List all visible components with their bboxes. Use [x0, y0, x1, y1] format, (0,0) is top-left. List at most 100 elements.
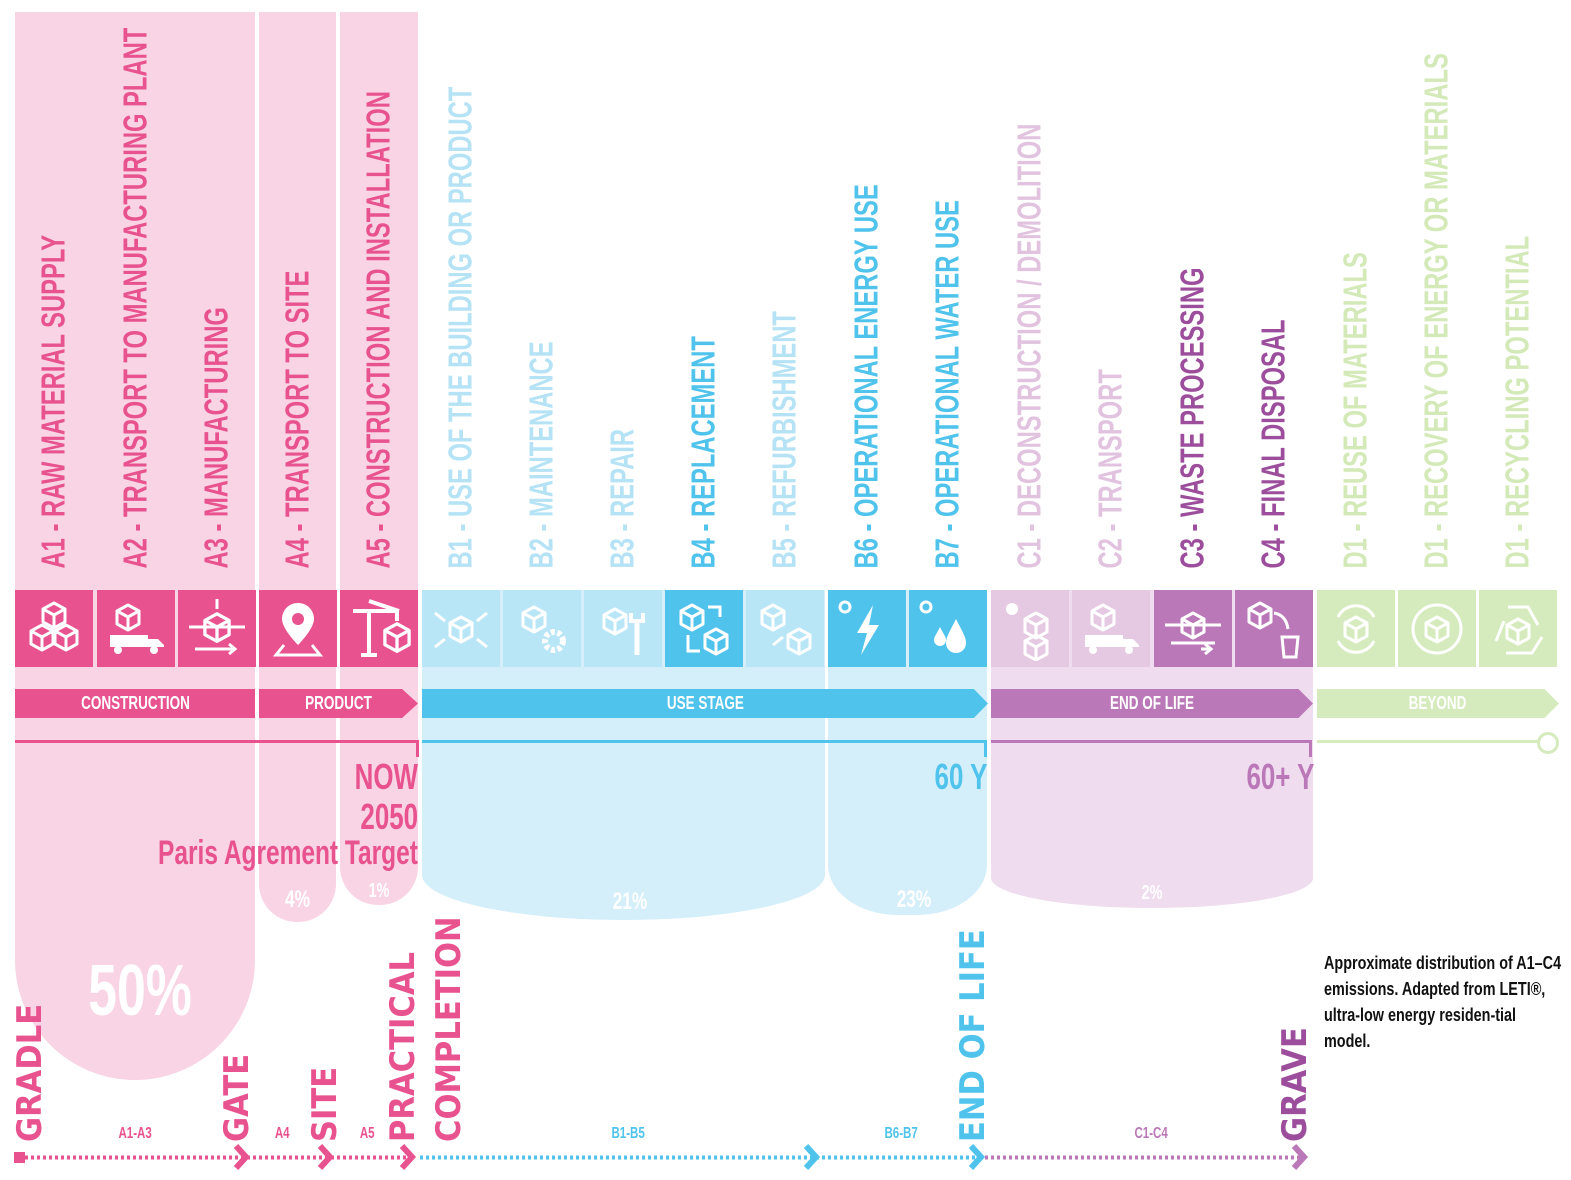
- timeline-point-gate: GATE: [217, 1053, 257, 1142]
- module-tile: [1235, 590, 1313, 667]
- chevron-grave: [1291, 1143, 1309, 1171]
- sixty-plus-years-label: 60+ Y: [1246, 756, 1314, 797]
- chevron-end-of-life: [968, 1143, 986, 1171]
- cube-refurbish-icon: [760, 603, 812, 655]
- module-tile: [665, 590, 743, 667]
- stage-label: USE STAGE: [666, 693, 744, 713]
- pct-b1-b5: 21%: [612, 888, 648, 915]
- chevron-b5: [803, 1143, 821, 1171]
- pct-a1-a3: 50%: [88, 951, 192, 1031]
- module-label: A3 - MANUFACTURING: [197, 307, 235, 569]
- module-tile: [97, 590, 175, 667]
- cube-wrench-icon: [602, 607, 645, 655]
- crane-icon: [353, 598, 411, 657]
- pct-a4: 4%: [285, 886, 310, 913]
- stage-use: USE STAGE: [422, 689, 988, 718]
- water-drops-icon: [919, 600, 966, 653]
- module-tile: [1072, 590, 1150, 667]
- module-label: A5 - CONSTRUCTION AND INSTALLATION: [359, 91, 397, 569]
- lightning-icon: [838, 600, 879, 655]
- bracket-line-d: [1317, 740, 1539, 743]
- stage-construction: CONSTRUCTION: [15, 689, 255, 718]
- module-label: A4 - TRANSPORT TO SITE: [278, 270, 316, 569]
- bracket-line-b: [422, 740, 987, 757]
- chevron-practical-completion: [399, 1143, 417, 1171]
- timeline-point-end-of-life: END OF LIFE: [953, 929, 993, 1142]
- module-tile: [259, 590, 337, 667]
- now-label: NOW: [354, 756, 418, 797]
- reuse-icon: [1336, 603, 1376, 654]
- timeline-range-a5: A5: [359, 1125, 375, 1142]
- a1-a3-emission-column: [15, 12, 255, 1080]
- module-tile: [422, 590, 500, 667]
- bracket-line-c: [991, 740, 1312, 757]
- module-label: D1 - REUSE OF MATERIALS: [1336, 252, 1374, 569]
- truck-cube-icon: [110, 603, 164, 654]
- stage-end-of-life: END OF LIFE: [991, 689, 1313, 718]
- pct-b6-b7: 23%: [896, 886, 932, 913]
- module-tile: [828, 590, 906, 667]
- module-label: C2 - TRANSPORT: [1091, 369, 1129, 569]
- timeline-start-marker: [14, 1152, 25, 1163]
- module-tile: [584, 590, 662, 667]
- manufacturing-icon: [189, 598, 245, 655]
- timeline-point-practical: PRACTICAL: [383, 951, 423, 1142]
- caption: Approximate distribution of A1–C4 emissi…: [1324, 953, 1562, 1051]
- trash-cube-icon: [1247, 601, 1300, 658]
- module-tile: [340, 590, 418, 667]
- timeline-point-gradle: GRADLE: [10, 1003, 50, 1142]
- timeline-range-a1-a3: A1-A3: [118, 1125, 152, 1142]
- module-tile: [991, 590, 1069, 667]
- timeline-range-b1-b5: B1-B5: [611, 1125, 645, 1142]
- bracket-line-a: [15, 740, 419, 757]
- module-label: B1 - USE OF THE BUILDING OR PRODUCT: [441, 86, 479, 569]
- module-label: B2 - MAINTENANCE: [522, 341, 560, 569]
- stage-label: PRODUCT: [305, 693, 372, 713]
- module-tile: [178, 590, 256, 667]
- timeline-range-b6-b7: B6-B7: [884, 1125, 918, 1142]
- module-label: B4 - REPLACEMENT: [684, 336, 722, 569]
- cubes-stack-icon: [29, 601, 79, 651]
- stage-product: PRODUCT: [259, 689, 418, 718]
- module-label: C1 - DECONSTRUCTION / DEMOLITION: [1010, 123, 1048, 569]
- a4-emission-column: [259, 12, 336, 922]
- pct-a5: 1%: [368, 880, 390, 902]
- module-label: B6 - OPERATIONAL ENERGY USE: [847, 184, 885, 569]
- a5-emission-column: [340, 12, 418, 905]
- pct-c: 2%: [1141, 882, 1163, 904]
- paris-target-label: Paris Agrement Target: [158, 834, 418, 872]
- module-tile: [1317, 590, 1395, 667]
- cube-rays-icon: [434, 611, 488, 648]
- timeline-point-site: SITE: [305, 1066, 345, 1142]
- year-2050-label: 2050: [360, 796, 418, 837]
- module-label: D1 - RECOVERY OF ENERGY OR MATERIALS: [1417, 53, 1455, 569]
- module-label: B7 - OPERATIONAL WATER USE: [928, 200, 966, 569]
- module-label: C3 - WASTE PROCESSING: [1173, 267, 1211, 569]
- chevron-site: [317, 1143, 335, 1171]
- location-pin-icon: [272, 602, 324, 656]
- timeline-range-c1-c4: C1-C4: [1134, 1125, 1168, 1142]
- stage-label: END OF LIFE: [1110, 693, 1194, 713]
- recycle-icon: [1494, 605, 1544, 654]
- timeline-point-grave: GRAVE: [1275, 1027, 1315, 1142]
- processing-icon: [1165, 611, 1221, 655]
- cube-gear-icon: [521, 605, 566, 653]
- module-tile: [1479, 590, 1557, 667]
- stage-label: CONSTRUCTION: [80, 693, 190, 713]
- module-label: C4 - FINAL DISPOSAL: [1254, 319, 1292, 569]
- module-tile: [15, 590, 93, 667]
- module-tile: [1398, 590, 1476, 667]
- module-label: A2 - TRANSPORT TO MANUFACTURING PLANT: [116, 27, 154, 569]
- module-tile: [503, 590, 581, 667]
- timeline-track: [14, 1143, 1309, 1171]
- truck-cube-icon: [1085, 603, 1139, 654]
- module-label: D1 - RECYCLING POTENTIAL: [1498, 235, 1536, 569]
- timeline-range-a4: A4: [274, 1125, 290, 1142]
- module-tile: [909, 590, 987, 667]
- chevron-gate: [233, 1143, 251, 1171]
- wrecking-ball-icon: [1006, 602, 1049, 661]
- recovery-icon: [1411, 603, 1463, 654]
- stage-beyond: BEYOND: [1317, 689, 1559, 718]
- module-label: B3 - REPAIR: [603, 429, 641, 569]
- stage-label: BEYOND: [1409, 693, 1467, 713]
